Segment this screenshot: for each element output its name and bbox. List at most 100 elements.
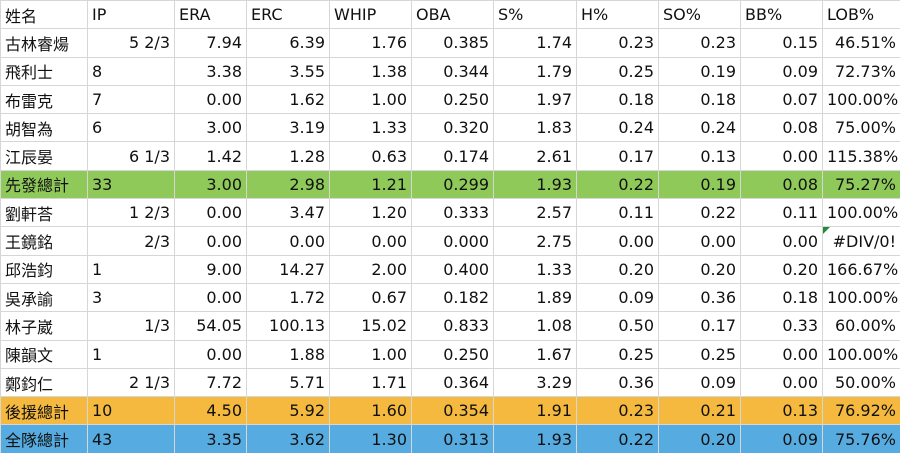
stat-cell: 9.00	[174, 254, 247, 284]
stat-cell: 3.62	[246, 424, 330, 453]
player-row: 林子崴 1/3 54.05 100.13 15.02 0.833 1.08 0.50 0.17 0…	[0, 311, 900, 341]
stat-cell: 7.72	[174, 367, 247, 398]
stat-cell: 0.18	[576, 84, 659, 115]
stat-cell: 1.08	[493, 311, 577, 341]
stat-cell: 1.20	[329, 198, 412, 228]
stat-cell: 0.24	[576, 113, 659, 143]
stat-cell: 0.00	[576, 226, 659, 256]
stat-cell: 0.299	[411, 169, 494, 200]
name-cell: 吳承諭	[0, 282, 88, 313]
stat-cell: 43	[87, 424, 175, 453]
name-cell: 邱浩鈞	[0, 254, 88, 284]
stat-cell: 33	[87, 169, 175, 200]
stat-cell: 0.00	[174, 198, 247, 228]
stat-cell: 5 2/3	[87, 28, 175, 58]
header-cell: ERC	[246, 0, 330, 30]
player-row: 胡智為 6 3.00 3.19 1.33 0.320 1.83 0.24 0.24 0.08 75.…	[0, 113, 900, 143]
stat-cell: 0.313	[411, 424, 494, 453]
name-cell: 胡智為	[0, 113, 88, 143]
stat-cell: 0.00	[658, 226, 741, 256]
name-cell: 布雷克	[0, 84, 88, 115]
stat-cell: 3.00	[174, 169, 247, 200]
stat-cell: 0.08	[740, 169, 823, 200]
stat-cell: 0.33	[740, 311, 823, 341]
stat-cell: 1.74	[493, 28, 577, 58]
stat-cell: 6 1/3	[87, 141, 175, 171]
stat-cell: 1.93	[493, 424, 577, 453]
name-cell: 陳韻文	[0, 339, 88, 369]
stat-cell: 0.22	[576, 169, 659, 200]
stat-cell: 0.20	[740, 254, 823, 284]
stat-cell: 0.182	[411, 282, 494, 313]
stat-cell: 0.22	[576, 424, 659, 453]
stat-cell: 3.55	[246, 56, 330, 86]
stat-cell: 100.13	[246, 311, 330, 341]
stat-cell: 0.00	[174, 84, 247, 115]
header-row: 姓名 IP ERA ERC WHIP OBA S% H% SO% BB% LOB%	[0, 0, 900, 30]
stat-cell: 3.19	[246, 113, 330, 143]
stat-cell: 0.25	[658, 339, 741, 369]
stat-cell: 1.62	[246, 84, 330, 115]
stat-cell: 5.92	[246, 396, 330, 426]
stat-cell: 1.83	[493, 113, 577, 143]
header-cell: ERA	[174, 0, 247, 30]
stat-cell: 1.72	[246, 282, 330, 313]
stat-cell: 0.19	[658, 56, 741, 86]
stat-cell: 0.63	[329, 141, 412, 171]
stat-cell: 0.833	[411, 311, 494, 341]
stat-cell: 0.17	[576, 141, 659, 171]
stat-cell: 4.50	[174, 396, 247, 426]
header-cell: BB%	[740, 0, 823, 30]
stat-cell: 0.250	[411, 339, 494, 369]
stat-cell: 0.00	[740, 367, 823, 398]
stat-cell: 0.250	[411, 84, 494, 115]
stat-cell: 10	[87, 396, 175, 426]
stat-cell: 0.333	[411, 198, 494, 228]
stat-cell: 14.27	[246, 254, 330, 284]
stat-cell: 75.00%	[822, 113, 900, 143]
stat-cell: 3.47	[246, 198, 330, 228]
name-cell: 後援總計	[0, 396, 88, 426]
stat-cell: 76.92%	[822, 396, 900, 426]
name-cell: 全隊總計	[0, 424, 88, 453]
header-cell: LOB%	[822, 0, 900, 30]
total-row: 先發總計 33 3.00 2.98 1.21 0.299 1.93 0.22 0.19 0.08 7…	[0, 169, 900, 200]
stat-cell: 0.23	[658, 28, 741, 58]
stat-cell: 100.00%	[822, 282, 900, 313]
stat-cell: 46.51%	[822, 28, 900, 58]
stat-cell: 1.79	[493, 56, 577, 86]
stat-cell: 0.00	[246, 226, 330, 256]
stat-cell: 0.09	[740, 56, 823, 86]
name-cell: 古林睿煬	[0, 28, 88, 58]
stat-cell: 0.344	[411, 56, 494, 86]
stat-cell: 1.89	[493, 282, 577, 313]
stat-cell: 0.25	[576, 56, 659, 86]
stat-cell: 3.29	[493, 367, 577, 398]
stat-cell: 0.09	[658, 367, 741, 398]
stat-cell: 1.88	[246, 339, 330, 369]
stat-cell: 1	[87, 254, 175, 284]
stat-cell: 1.00	[329, 84, 412, 115]
name-cell: 飛利士	[0, 56, 88, 86]
header-cell: OBA	[411, 0, 494, 30]
stat-cell: 1.93	[493, 169, 577, 200]
header-cell: 姓名	[0, 0, 88, 30]
stat-cell: 0.00	[174, 339, 247, 369]
stat-cell: 0.67	[329, 282, 412, 313]
stat-cell: 0.25	[576, 339, 659, 369]
stat-cell: 0.09	[576, 282, 659, 313]
stat-cell: 1.21	[329, 169, 412, 200]
stat-cell: 0.174	[411, 141, 494, 171]
stat-cell: 0.08	[740, 113, 823, 143]
stat-cell: 1.33	[329, 113, 412, 143]
stat-cell: 0.23	[576, 396, 659, 426]
stat-cell: 2 1/3	[87, 367, 175, 398]
stat-cell: 0.00	[740, 339, 823, 369]
stat-cell: 115.38%	[822, 141, 900, 171]
stat-cell: 75.76%	[822, 424, 900, 453]
stat-cell: 0.19	[658, 169, 741, 200]
stat-cell: 15.02	[329, 311, 412, 341]
stat-cell: 100.00%	[822, 84, 900, 115]
stat-cell: 2/3	[87, 226, 175, 256]
